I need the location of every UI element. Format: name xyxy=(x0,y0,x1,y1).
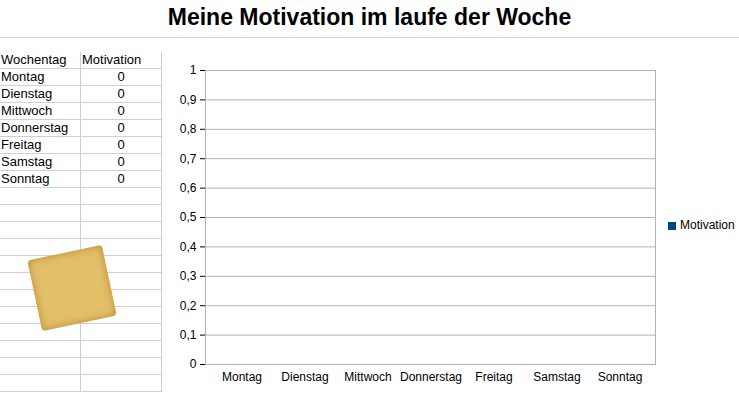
svg-text:Donnerstag: Donnerstag xyxy=(400,370,462,384)
svg-text:0,3: 0,3 xyxy=(180,269,197,283)
svg-text:0,4: 0,4 xyxy=(180,240,197,254)
svg-text:0,6: 0,6 xyxy=(180,181,197,195)
html-text:0: 0 xyxy=(117,86,125,101)
html-text:0: 0 xyxy=(117,103,125,118)
svg-text:Samstag: Samstag xyxy=(533,370,580,384)
svg-text:0,9: 0,9 xyxy=(180,93,197,107)
html-text:0: 0 xyxy=(117,120,125,135)
svg-text:1: 1 xyxy=(190,63,197,77)
html-text:Motivation: Motivation xyxy=(82,52,142,67)
svg-text:Mittwoch: Mittwoch xyxy=(344,370,391,384)
html-text:Donnerstag: Donnerstag xyxy=(1,120,69,135)
svg-text:Dienstag: Dienstag xyxy=(281,370,328,384)
html-text:0: 0 xyxy=(117,154,125,169)
svg-text:Sonntag: Sonntag xyxy=(598,370,643,384)
html-text:Sonntag: Sonntag xyxy=(1,171,50,186)
html-text:Motivation: Motivation xyxy=(680,218,735,232)
svg-text:Montag: Montag xyxy=(222,370,262,384)
html-text:Meine Motivation im laufe der: Meine Motivation im laufe der Woche xyxy=(167,4,572,30)
html-text:Freitag: Freitag xyxy=(1,137,42,152)
html-text:0: 0 xyxy=(117,69,125,84)
html-text:Dienstag: Dienstag xyxy=(1,86,53,101)
html-text:Wochentag: Wochentag xyxy=(1,52,67,67)
html-text:Samstag: Samstag xyxy=(1,154,53,169)
svg-text:0,2: 0,2 xyxy=(180,299,197,313)
html-text:Mittwoch: Mittwoch xyxy=(1,103,53,118)
html-text:0: 0 xyxy=(117,171,125,186)
html-text:0: 0 xyxy=(117,137,125,152)
svg-text:0,8: 0,8 xyxy=(180,122,197,136)
svg-text:0: 0 xyxy=(190,357,197,371)
svg-text:0,7: 0,7 xyxy=(180,152,197,166)
svg-text:0,5: 0,5 xyxy=(180,210,197,224)
svg-text:0,1: 0,1 xyxy=(180,328,197,342)
html-text:Montag: Montag xyxy=(1,69,45,84)
svg-text:Freitag: Freitag xyxy=(475,370,512,384)
